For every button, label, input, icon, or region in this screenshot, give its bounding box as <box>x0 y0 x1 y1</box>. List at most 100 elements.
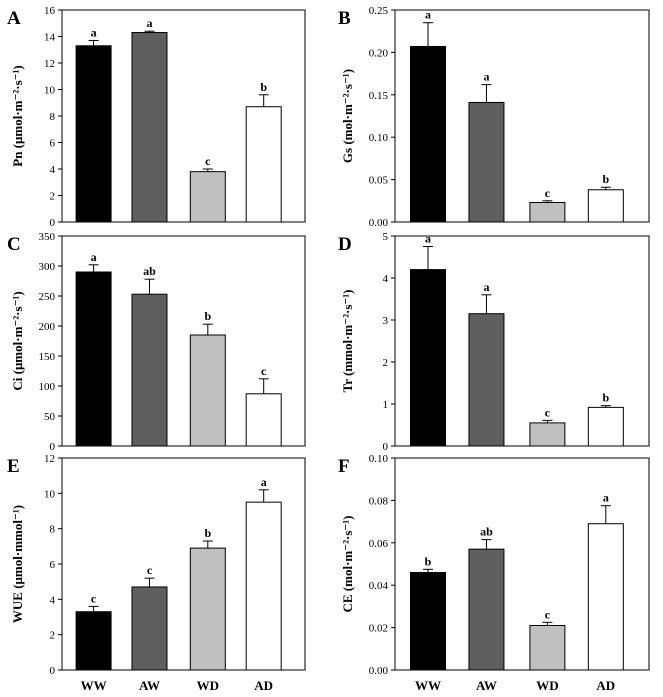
panel-a-ytick-label: 8 <box>50 111 56 123</box>
panel-d-ytick-label: 3 <box>383 315 389 327</box>
panel-f: 0.00 0.02 0.04 0.06 0.08 0.10 CE (mol·m⁻²·s⁻¹)… <box>338 453 650 693</box>
panel-b-ytick-label: 0.20 <box>369 47 389 59</box>
panel-d-ytick-label: 4 <box>383 273 389 285</box>
panel-c-significance-wd: b <box>204 309 211 323</box>
panel-e-category-ad: AD <box>254 678 273 693</box>
panel-e-ytick-label: 10 <box>44 488 56 500</box>
panel-e-letter: E <box>7 456 20 477</box>
panel-b-ytick-label: 0.10 <box>369 132 389 144</box>
panel-f-category-aw: AW <box>476 678 497 693</box>
panel-f-bar-wd <box>529 624 566 671</box>
panel-b-ylabel: Gs (mol·m⁻²·s⁻¹) <box>340 69 355 163</box>
panel-e-bar-wd <box>189 547 226 671</box>
panel-b-significance-wd: c <box>545 186 551 200</box>
panel-c-bar-wd <box>189 334 226 447</box>
panel-d-significance-wd: c <box>545 405 551 419</box>
panel-e-ytick-label: 6 <box>50 559 56 571</box>
panel-f-ytick-label: 0.10 <box>369 453 389 465</box>
panel-a-ytick-label: 10 <box>44 85 56 97</box>
panel-c-frame <box>61 235 306 447</box>
panel-e-category-wd: WD <box>197 678 219 693</box>
panel-d-ytick-label: 2 <box>383 357 389 369</box>
panel-c-bar-ww <box>75 271 112 447</box>
panel-e-bar-aw <box>131 586 168 671</box>
panel-f-ytick-label: 0.00 <box>369 665 389 677</box>
panel-c-ytick-label: 350 <box>39 231 56 243</box>
panel-e-bar-ad <box>245 501 282 671</box>
panel-f-ytick-label: 0.06 <box>369 538 389 550</box>
panel-d: 0 1 2 3 4 5 Tr (mmol·m⁻²·s⁻¹) D a a c b <box>338 231 650 453</box>
panel-f-letter: F <box>338 456 350 477</box>
panel-a-significance-ad: b <box>260 80 267 94</box>
panel-a-ytick-label: 12 <box>44 58 55 70</box>
panel-f-bar-ad <box>587 523 624 671</box>
panel-c-significance-aw: ab <box>143 264 156 278</box>
panel-f-ytick-label: 0.08 <box>369 495 389 507</box>
panel-b-bar-aw <box>468 101 505 223</box>
panel-c-ytick-label: 250 <box>39 291 56 303</box>
panel-b-significance-aw: a <box>483 70 489 84</box>
panel-e-ytick-label: 0 <box>50 665 56 677</box>
panel-b-bar-ww <box>410 45 447 223</box>
panel-b: 0.00 0.05 0.10 0.15 0.20 0.25 Gs (mol·m⁻²·s⁻¹)… <box>338 5 650 229</box>
panel-f-frame <box>394 457 650 671</box>
panel-d-significance-ad: b <box>602 391 609 405</box>
panel-d-bar-aw <box>468 313 505 447</box>
panel-a-ylabel: Pn (μmol·m⁻²·s⁻¹) <box>10 65 25 166</box>
panel-a-bar-ww <box>75 45 112 223</box>
panel-c-ytick-label: 50 <box>44 411 56 423</box>
panel-d-ylabel: Tr (mmol·m⁻²·s⁻¹) <box>340 290 355 393</box>
panel-b-ytick-label: 0.25 <box>369 5 389 17</box>
panel-b-bar-ad <box>587 189 624 223</box>
panel-d-significance-ww: a <box>425 232 431 246</box>
panel-a-significance-aw: a <box>146 16 152 30</box>
panel-a: 0 2 4 6 8 10 12 14 16 Pn (μmol·m⁻²·s⁻¹) Aa a c b <box>7 5 306 229</box>
panel-d-significance-aw: a <box>483 280 489 294</box>
panel-e-significance-aw: c <box>147 563 153 577</box>
panel-e-ytick-label: 8 <box>50 524 56 536</box>
panel-c-ytick-label: 200 <box>39 321 56 333</box>
panel-c-bar-ad <box>245 393 282 447</box>
panel-f-ylabel: CE (mol·m⁻²·s⁻¹) <box>340 516 355 613</box>
panel-e-category-aw: AW <box>139 678 160 693</box>
panel-e-ylabel: WUE (μmol·mmol⁻¹) <box>10 505 25 623</box>
panel-f-category-ww: WW <box>415 678 441 693</box>
panel-f-significance-ad: a <box>603 491 609 505</box>
panel-c-ylabel: Ci (μmol·m⁻²·s⁻¹) <box>10 291 25 390</box>
panel-a-ytick-label: 14 <box>44 32 56 44</box>
panel-a-significance-ww: a <box>91 25 97 39</box>
panel-a-ytick-label: 16 <box>44 5 56 17</box>
panel-d-bar-wd <box>529 422 566 447</box>
panel-c-ytick-label: 300 <box>39 261 56 273</box>
panel-c-significance-ad: c <box>261 364 267 378</box>
panel-d-bar-ad <box>587 406 624 447</box>
panel-d-ytick-label: 0 <box>383 441 389 453</box>
panel-b-significance-ww: a <box>425 8 431 22</box>
panel-e-bar-ww <box>75 611 112 671</box>
panel-e: 0 2 4 6 8 10 12 WUE (μmol·mmol⁻¹) Ec WW c AW b WD a AD <box>7 453 306 693</box>
panel-f-significance-ww: b <box>425 554 432 568</box>
panel-c-ytick-label: 150 <box>39 351 56 363</box>
panel-b-ytick-label: 0.00 <box>369 217 389 229</box>
panel-c-ytick-label: 100 <box>39 381 56 393</box>
panel-b-bar-wd <box>529 201 566 223</box>
panel-a-bar-ad <box>245 106 282 223</box>
panel-c-letter: C <box>7 234 21 255</box>
panel-c-ytick-label: 0 <box>50 441 56 453</box>
panel-b-significance-ad: b <box>602 172 609 186</box>
panel-a-ytick-label: 6 <box>50 138 56 150</box>
panel-a-bar-wd <box>189 171 226 223</box>
panel-d-ytick-label: 1 <box>383 399 389 411</box>
panel-e-ytick-label: 4 <box>50 594 56 606</box>
panel-f-significance-wd: c <box>545 607 551 621</box>
panel-b-frame <box>394 9 650 223</box>
panel-d-frame <box>394 235 650 447</box>
panel-a-ytick-label: 0 <box>50 217 56 229</box>
panel-f-bar-ww <box>410 571 447 671</box>
panel-b-ytick-label: 0.05 <box>369 175 389 187</box>
panel-f-ytick-label: 0.04 <box>369 580 389 592</box>
panel-e-category-ww: WW <box>81 678 107 693</box>
panel-b-ytick-label: 0.15 <box>369 90 389 102</box>
panel-e-significance-ad: a <box>261 475 267 489</box>
